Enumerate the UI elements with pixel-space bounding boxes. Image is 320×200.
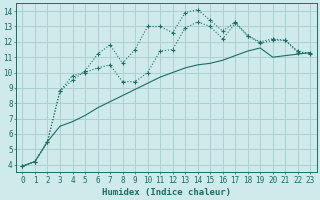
X-axis label: Humidex (Indice chaleur): Humidex (Indice chaleur) [102, 188, 231, 197]
